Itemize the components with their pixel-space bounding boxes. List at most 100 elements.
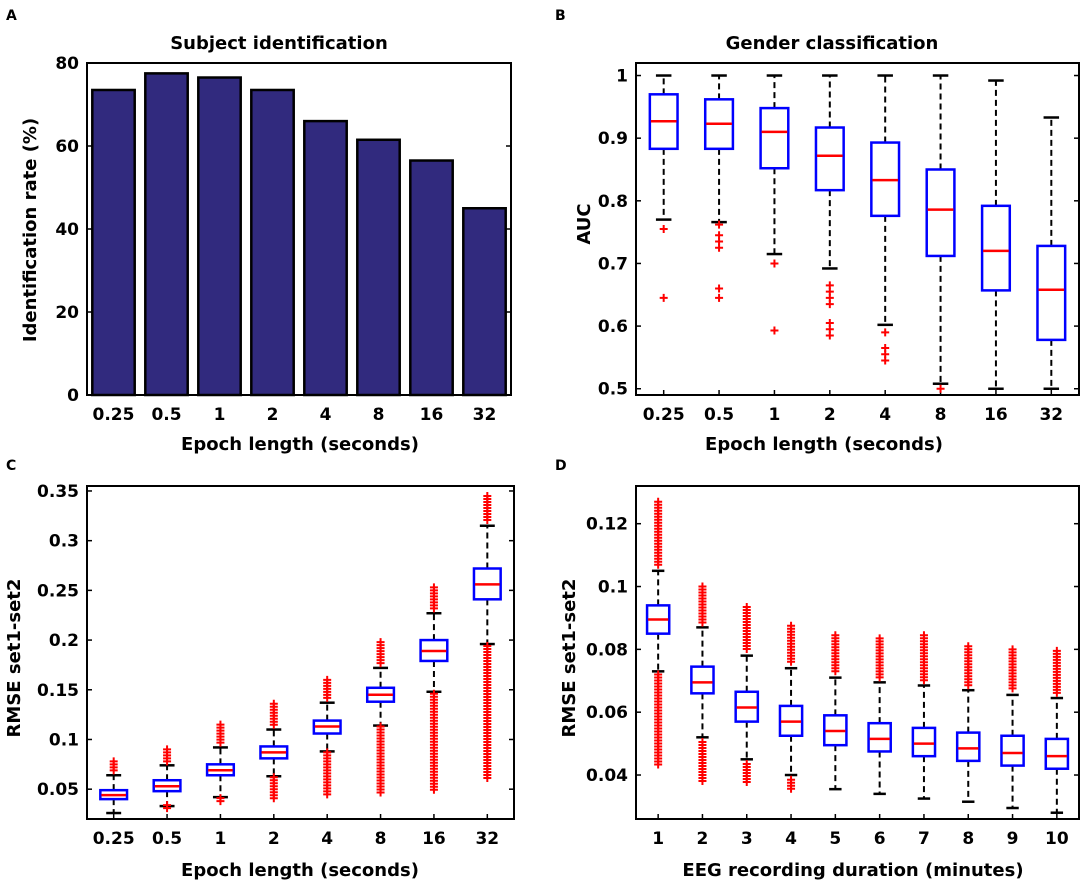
x-tick-label: 10 bbox=[1045, 829, 1069, 849]
outlier bbox=[483, 515, 492, 524]
outlier bbox=[269, 720, 278, 729]
panel-c-ylabel: RMSE set1-set2 bbox=[4, 579, 25, 738]
bar-16 bbox=[409, 159, 454, 397]
iqr-box bbox=[759, 106, 790, 170]
x-tick-label: 16 bbox=[984, 405, 1008, 425]
y-tick-label: 0.8 bbox=[598, 192, 628, 212]
box-10 bbox=[1044, 646, 1070, 814]
outlier bbox=[742, 644, 751, 653]
outlier bbox=[109, 766, 118, 775]
x-tick-label: 5 bbox=[829, 829, 841, 849]
x-tick-label: 1 bbox=[769, 405, 781, 425]
iqr-box bbox=[1044, 737, 1070, 770]
outlier bbox=[654, 760, 663, 769]
x-tick-label: 2 bbox=[267, 405, 279, 425]
panel-b-axes-frame bbox=[635, 62, 1080, 396]
panel-b-title: Gender classification bbox=[726, 33, 939, 54]
panel-b-plot: 0.5 0.6 0.7 0.8 0.9 1 0.25 0.5 1 2 4 8 16 32 bbox=[598, 62, 1080, 425]
panel-a-plot: 0 20 40 60 80 0.25 0.5 1 2 4 8 16 32 bbox=[55, 54, 512, 425]
panel-d-xlabel: EEG recording duration (minutes) bbox=[682, 860, 1023, 881]
panel-d-ylabel: RMSE set1-set2 bbox=[559, 579, 580, 738]
y-tick-label: 0.15 bbox=[37, 681, 79, 701]
box-0.25 bbox=[99, 757, 129, 815]
outlier bbox=[659, 225, 668, 233]
iqr-box bbox=[1036, 244, 1067, 342]
outlier bbox=[1052, 688, 1061, 697]
outlier bbox=[376, 788, 385, 797]
x-tick-label: 0.5 bbox=[151, 405, 181, 425]
iqr-box bbox=[690, 665, 715, 695]
box-2 bbox=[690, 582, 715, 786]
outlier bbox=[881, 328, 890, 337]
outlier bbox=[216, 738, 225, 747]
x-tick-label: 0.25 bbox=[93, 829, 135, 849]
y-tick-label: 0 bbox=[67, 386, 79, 406]
outlier bbox=[715, 220, 724, 229]
bar-0.25 bbox=[91, 88, 136, 397]
box-1 bbox=[645, 497, 671, 769]
y-tick-label: 20 bbox=[55, 303, 79, 323]
iqr-box bbox=[955, 731, 981, 763]
outlier bbox=[323, 790, 332, 799]
outlier bbox=[964, 681, 973, 690]
outlier bbox=[742, 778, 751, 787]
y-tick-label: 0.25 bbox=[37, 581, 79, 601]
x-tick-label: 4 bbox=[879, 405, 891, 425]
panel-d-letter: D bbox=[555, 458, 567, 474]
x-tick-label: 4 bbox=[320, 405, 332, 425]
panel-c-plot: 0.05 0.1 0.15 0.2 0.25 0.3 0.35 0.25 0.5 1 2 4 8 16 32 bbox=[37, 482, 515, 849]
outlier bbox=[698, 618, 707, 627]
x-tick-label: 4 bbox=[785, 829, 797, 849]
panel-b-ylabel: AUC bbox=[574, 203, 595, 244]
panel-a-title: Subject identification bbox=[170, 33, 388, 54]
x-tick-label: 2 bbox=[824, 405, 836, 425]
iqr-box bbox=[1000, 734, 1025, 767]
panel-c-axes-frame bbox=[86, 485, 515, 820]
panel-c: C Epoch length (seconds) RMSE set1-set2 … bbox=[4, 458, 515, 881]
x-tick-label: 0.5 bbox=[152, 829, 182, 849]
x-tick-label: 1 bbox=[215, 829, 227, 849]
outlier bbox=[715, 284, 724, 293]
y-tick-label: 1 bbox=[616, 67, 628, 87]
box-8 bbox=[365, 638, 396, 797]
x-tick-label: 32 bbox=[473, 405, 497, 425]
bar-0.5 bbox=[144, 72, 189, 397]
bar-2 bbox=[250, 88, 295, 397]
y-tick-label: 0.1 bbox=[598, 578, 628, 598]
x-tick-label: 0.5 bbox=[704, 405, 734, 425]
box-0.5 bbox=[703, 74, 735, 302]
panel-d-plot: 0.04 0.06 0.08 0.1 0.12 1 2 3 4 5 6 7 8 9 10 bbox=[586, 485, 1080, 849]
x-tick-label: 0.25 bbox=[93, 405, 135, 425]
outlier bbox=[787, 784, 796, 793]
x-tick-label: 32 bbox=[475, 829, 499, 849]
bar-8 bbox=[356, 138, 401, 397]
outlier bbox=[825, 300, 834, 309]
panel-a-xlabel: Epoch length (seconds) bbox=[181, 434, 419, 455]
box-32 bbox=[1036, 116, 1067, 390]
y-tick-label: 0.08 bbox=[586, 640, 628, 660]
box-8 bbox=[925, 74, 956, 393]
outlier bbox=[654, 560, 663, 569]
box-32 bbox=[472, 491, 502, 783]
x-tick-label: 2 bbox=[268, 829, 280, 849]
y-tick-label: 40 bbox=[55, 220, 79, 240]
box-0.25 bbox=[648, 74, 679, 302]
box-4 bbox=[778, 621, 804, 793]
iqr-box bbox=[925, 168, 956, 258]
box-2 bbox=[814, 74, 845, 340]
y-tick-label: 0.9 bbox=[598, 129, 628, 149]
panel-c-letter: C bbox=[6, 458, 16, 474]
x-tick-label: 8 bbox=[373, 405, 385, 425]
y-tick-label: 0.06 bbox=[586, 703, 628, 723]
box-4 bbox=[312, 675, 342, 799]
outlier bbox=[770, 326, 779, 335]
x-tick-label: 8 bbox=[935, 405, 947, 425]
y-tick-label: 0.12 bbox=[586, 515, 628, 535]
x-tick-label: 9 bbox=[1007, 829, 1019, 849]
outlier bbox=[429, 604, 438, 613]
outlier bbox=[787, 657, 796, 666]
y-tick-label: 80 bbox=[55, 54, 79, 74]
panel-b: B Gender classification Epoch length (se… bbox=[555, 8, 1080, 455]
panel-b-letter: B bbox=[555, 8, 566, 24]
